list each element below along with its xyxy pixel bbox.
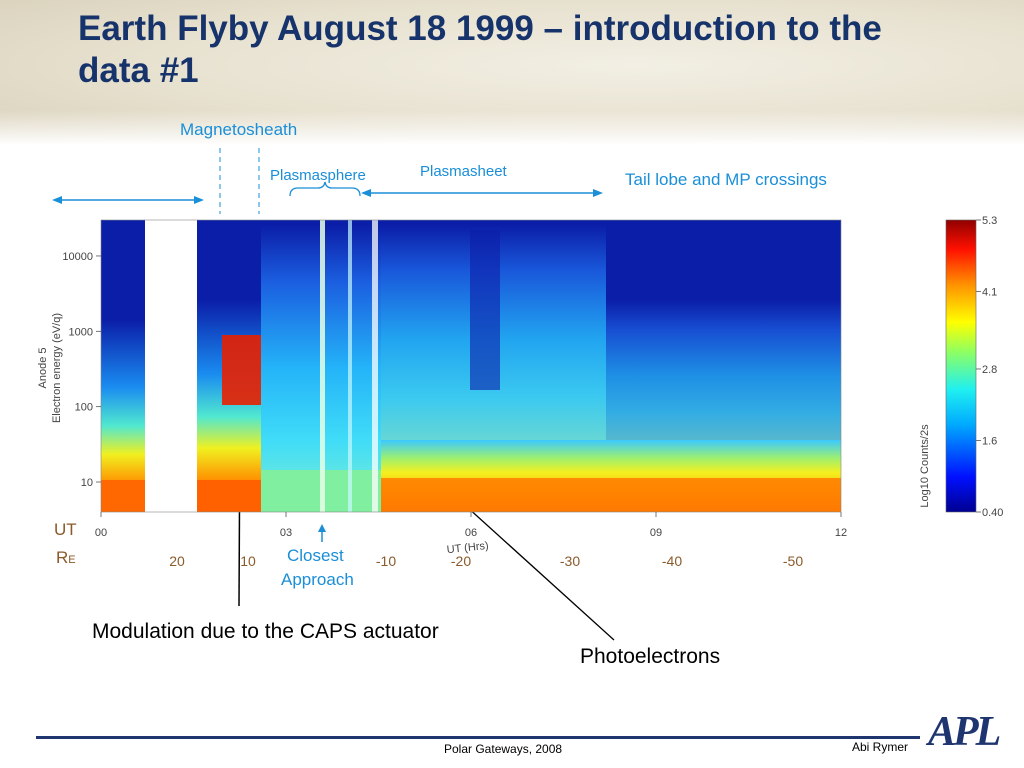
apl-logo: APL (928, 709, 1001, 755)
plasmasphere-brace (289, 181, 361, 197)
header-fade (0, 110, 1024, 145)
photoelectrons-pointer (455, 496, 615, 641)
spectrogram (100, 219, 842, 513)
caps-modulation-region (222, 335, 262, 405)
re-tick-label: -40 (662, 553, 682, 569)
slide-title: Earth Flyby August 18 1999 – introductio… (78, 9, 882, 90)
colorbar-scale (945, 219, 977, 513)
colorbar-tick-label: 1.6 (982, 435, 997, 447)
tail-band (606, 300, 841, 450)
x-axis: 00 03 06 09 12 (95, 512, 847, 539)
stripe-1 (320, 220, 325, 512)
colorbar: 5.3 4.1 2.8 1.6 0.40 Log10 Counts/2s (919, 215, 1003, 519)
y-tick-label: 10 (81, 477, 93, 489)
modulation-label: Modulation due to the CAPS actuator (92, 620, 439, 643)
closest-approach-label-2: Approach (281, 570, 354, 589)
re-tick-label: -10 (376, 553, 396, 569)
closest-approach-arrowhead (318, 524, 326, 532)
x-tick-label: 09 (650, 527, 662, 539)
arrowhead-left (52, 196, 62, 204)
arrowhead-left-2 (361, 189, 371, 197)
ut-row-label: UT (54, 520, 77, 539)
footer-author: Abi Rymer (852, 740, 909, 754)
x-tick-label: 00 (95, 527, 107, 539)
colorbar-tick-label: 4.1 (982, 287, 997, 299)
plasmasheet-gap (470, 230, 500, 390)
colorbar-tick-label: 2.8 (982, 364, 997, 376)
y-axis: 10 100 1000 10000 (62, 251, 101, 489)
y-axis-label-2: Electron energy (eV/q) (51, 313, 63, 423)
y-tick-label: 10000 (62, 251, 93, 263)
photoelectrons-label: Photoelectrons (580, 645, 721, 668)
colorbar-tick-label: 5.3 (982, 215, 997, 227)
footer-rule (36, 736, 920, 739)
plasmasheet-label: Plasmasheet (420, 163, 507, 180)
x-axis-label: UT (Hrs) (446, 540, 489, 556)
footer-event: Polar Gateways, 2008 (444, 742, 563, 756)
y-tick-label: 1000 (69, 326, 93, 338)
x-tick-label: 03 (280, 527, 292, 539)
colorbar-tick-label: 0.40 (982, 507, 1003, 519)
re-tick-label: -30 (560, 553, 580, 569)
data-gap (145, 220, 197, 512)
x-tick-label: 12 (835, 527, 847, 539)
re-tick-label: -50 (783, 553, 803, 569)
tail-lobe-label: Tail lobe and MP crossings (625, 170, 827, 189)
re-tick-label: -20 (451, 553, 471, 569)
magnetosheath-label: Magnetosheath (180, 120, 298, 139)
y-tick-label: 100 (75, 402, 93, 414)
early-band-low (101, 480, 145, 512)
stripe-2 (348, 220, 352, 512)
re-axis: 20 10 -10 -20 -30 -40 -50 (169, 553, 803, 569)
y-axis-label-1: Anode 5 (37, 348, 49, 389)
arrowhead-right-2 (593, 189, 603, 197)
sheath-band-low (197, 480, 261, 512)
x-tick-label: 06 (465, 527, 477, 539)
arrowhead-right (194, 196, 204, 204)
plasmasphere-label: Plasmasphere (270, 167, 366, 184)
photoelectron-core (381, 478, 841, 512)
closest-approach-label-1: Closest (287, 546, 344, 565)
stripe-3 (372, 220, 378, 512)
re-row-label: RE (56, 548, 76, 567)
re-tick-label: 20 (169, 553, 185, 569)
colorbar-label: Log10 Counts/2s (919, 424, 931, 508)
re-tick-label: 10 (240, 553, 256, 569)
